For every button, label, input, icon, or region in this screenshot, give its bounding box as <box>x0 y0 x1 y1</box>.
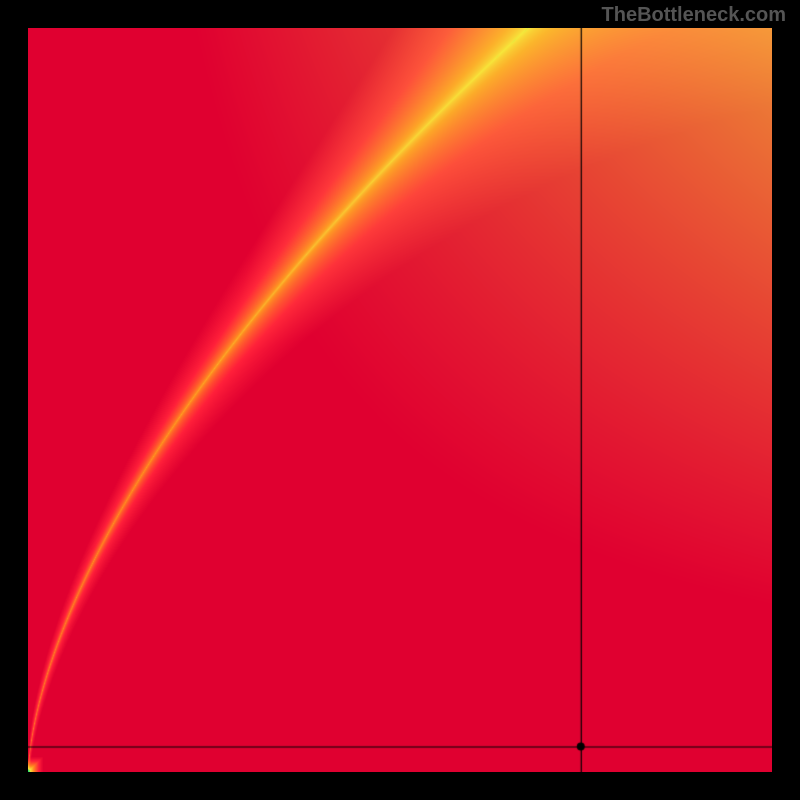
watermark-text: TheBottleneck.com <box>602 4 786 27</box>
plot-area <box>28 28 772 772</box>
chart-container: TheBottleneck.com <box>0 0 800 800</box>
heatmap-canvas <box>28 28 772 772</box>
